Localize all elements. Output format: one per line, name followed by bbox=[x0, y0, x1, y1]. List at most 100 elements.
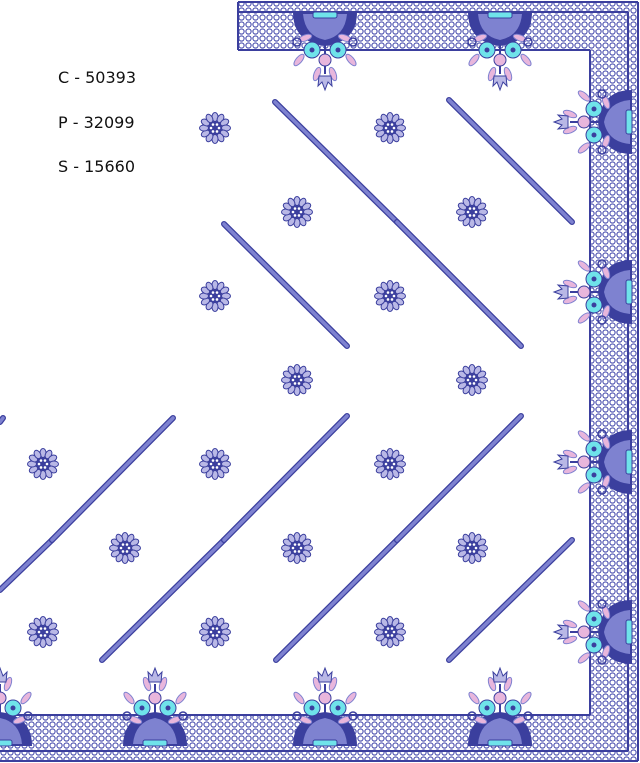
diagonal-bar-fill bbox=[0, 416, 5, 424]
motif-finial bbox=[492, 75, 508, 92]
rosette-dot bbox=[215, 130, 219, 133]
motif-pot-band bbox=[487, 11, 513, 19]
motif-leaf bbox=[562, 619, 578, 629]
rosette-dot bbox=[384, 462, 388, 466]
rosette-dot bbox=[121, 543, 125, 546]
rosette-dot bbox=[386, 459, 390, 462]
rosette-center bbox=[383, 121, 397, 135]
rosette-dot bbox=[119, 546, 123, 550]
motif-scroll bbox=[523, 711, 533, 721]
rosette-dot bbox=[392, 630, 396, 634]
rosette-dot bbox=[472, 550, 476, 553]
motif-leaf bbox=[512, 33, 528, 43]
rosette-dot bbox=[211, 459, 215, 462]
motif-pot-inner bbox=[478, 14, 522, 40]
rosette bbox=[374, 448, 406, 480]
motif-flower-center bbox=[10, 705, 16, 711]
rosette-dot bbox=[390, 634, 394, 637]
motif-leaf bbox=[577, 600, 591, 612]
diagonal-bar-fill bbox=[222, 414, 349, 542]
rosette-dot bbox=[474, 210, 478, 214]
motif-leaf bbox=[345, 53, 357, 67]
rosette-dot bbox=[215, 298, 219, 301]
rosette-dot bbox=[211, 466, 215, 469]
rosette-dot bbox=[209, 462, 213, 466]
diagonal-bar-fill bbox=[50, 416, 175, 542]
motif-finial bbox=[147, 666, 163, 683]
rosette-dot bbox=[209, 294, 213, 298]
rosette-dot bbox=[390, 298, 394, 301]
motif-scroll bbox=[292, 711, 302, 721]
rosette-dot bbox=[291, 210, 295, 214]
motif-scroll bbox=[597, 259, 607, 269]
rosette bbox=[456, 532, 488, 564]
motif-flower-center bbox=[591, 276, 597, 282]
rosette-center bbox=[383, 625, 397, 639]
rosette-dot bbox=[217, 462, 221, 466]
motif-leaf bbox=[601, 94, 611, 110]
rosette bbox=[109, 532, 141, 564]
motif-leaf bbox=[601, 644, 611, 660]
rosette-center bbox=[118, 541, 132, 555]
rosette-dot bbox=[386, 298, 390, 301]
rosette-dot bbox=[466, 546, 470, 550]
motif-leaf bbox=[601, 134, 611, 150]
floral-motif bbox=[552, 429, 633, 495]
rosette-dot bbox=[472, 214, 476, 217]
rosette bbox=[199, 616, 231, 648]
motif-flower-center bbox=[309, 47, 315, 53]
floral-motif bbox=[292, 11, 358, 92]
rosette-dot bbox=[297, 543, 301, 546]
rosette-dot bbox=[384, 294, 388, 298]
motif-scroll bbox=[597, 599, 607, 609]
rosette-dot bbox=[291, 546, 295, 550]
rosette bbox=[281, 364, 313, 396]
motif-scroll bbox=[597, 429, 607, 439]
motif-pot-inner bbox=[0, 718, 22, 744]
motif-leaf bbox=[3, 676, 13, 692]
motif-bud bbox=[0, 691, 7, 705]
motif-leaf bbox=[487, 676, 497, 692]
motif-scroll bbox=[597, 655, 607, 665]
rosette-dot bbox=[468, 375, 472, 378]
motif-leaf bbox=[577, 482, 591, 494]
motif-scroll bbox=[597, 89, 607, 99]
motif-flower-center bbox=[591, 106, 597, 112]
rosette-dot bbox=[215, 466, 219, 469]
floral-motif bbox=[552, 259, 633, 325]
motif-scroll bbox=[348, 37, 358, 47]
motif-finial bbox=[492, 666, 508, 683]
motif-flower-center bbox=[139, 705, 145, 711]
rosette-dot bbox=[293, 375, 297, 378]
floral-motif bbox=[552, 599, 633, 665]
motif-pot-band bbox=[487, 739, 513, 747]
motif-pot-inner bbox=[604, 440, 630, 484]
rosette-dot bbox=[386, 466, 390, 469]
rosette-dot bbox=[474, 546, 478, 550]
motif-leaf bbox=[142, 676, 152, 692]
motif-bud bbox=[318, 53, 332, 67]
motif-leaf bbox=[562, 635, 578, 645]
rosette-dot bbox=[215, 459, 219, 462]
diagonal-bar-fill bbox=[0, 538, 54, 592]
rosette-center bbox=[290, 373, 304, 387]
rosette-dot bbox=[468, 214, 472, 217]
motif-leaf bbox=[175, 691, 187, 705]
motif-pot-inner bbox=[604, 270, 630, 314]
rosette-dot bbox=[215, 291, 219, 294]
motif-leaf bbox=[337, 33, 353, 43]
rosette-dot bbox=[466, 378, 470, 382]
motif-leaf bbox=[337, 715, 353, 725]
rosette-dot bbox=[39, 634, 43, 637]
rosette-dot bbox=[386, 627, 390, 630]
rosette-dot bbox=[217, 630, 221, 634]
rosette-dot bbox=[39, 459, 43, 462]
rosette-dot bbox=[466, 210, 470, 214]
motif-leaf bbox=[601, 604, 611, 620]
motif-leaf bbox=[601, 434, 611, 450]
rosette-dot bbox=[45, 630, 49, 634]
rosette-dot bbox=[297, 382, 301, 385]
motif-leaf bbox=[562, 109, 578, 119]
